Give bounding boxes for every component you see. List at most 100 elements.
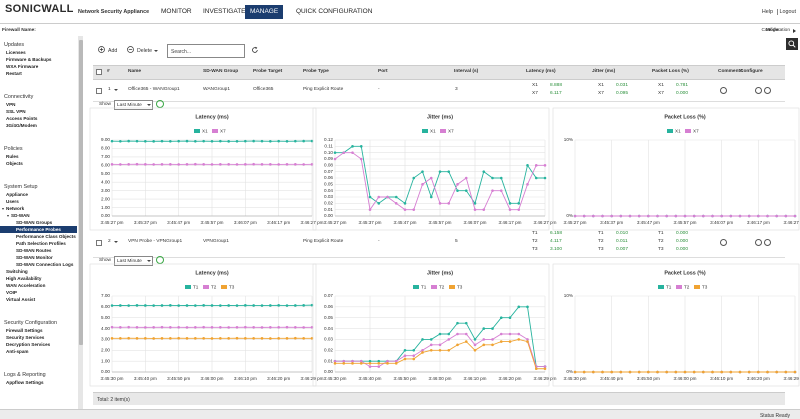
- range-select[interactable]: Last Minute: [114, 256, 153, 266]
- delete-icon[interactable]: [764, 239, 771, 246]
- delete-button[interactable]: Delete: [137, 48, 152, 54]
- row-checkbox[interactable]: [96, 87, 102, 94]
- logout-link[interactable]: Logout: [779, 9, 797, 15]
- nav-item[interactable]: INVESTIGATE: [203, 8, 246, 15]
- x-tick-label: 3:46:20 pm: [747, 376, 770, 381]
- data-point: [491, 327, 494, 330]
- nav-item[interactable]: QUICK CONFIGURATION: [296, 8, 373, 15]
- delete-icon[interactable]: [127, 46, 134, 55]
- sidebar-item[interactable]: VOIP: [6, 290, 17, 295]
- sidebar-item[interactable]: Security Services: [6, 335, 45, 340]
- mode-value[interactable]: Configuration: [761, 28, 790, 33]
- data-point: [244, 163, 247, 166]
- data-point: [144, 139, 147, 143]
- scrollbar-thumb[interactable]: [78, 40, 83, 345]
- sidebar-item[interactable]: WXA Firmware: [6, 64, 39, 69]
- sidebar-item[interactable]: Performance Probes: [0, 226, 77, 233]
- sidebar-item[interactable]: SD-WAN Groups: [16, 220, 53, 225]
- sidebar-item[interactable]: Firmware & Backups: [6, 57, 52, 62]
- legend-swatch: [667, 129, 673, 133]
- mode-label: Mode:: [765, 28, 780, 33]
- sidebar-item[interactable]: Performance Class Objects: [16, 234, 76, 239]
- data-point: [160, 304, 164, 307]
- row-expand[interactable]: [114, 241, 118, 243]
- search-button[interactable]: [786, 38, 798, 50]
- sidebar-item[interactable]: Rules: [6, 154, 19, 159]
- sidebar-item[interactable]: Appflow Settings: [6, 380, 44, 385]
- nav-item[interactable]: MANAGE: [245, 5, 284, 19]
- refresh-icon[interactable]: [251, 46, 259, 56]
- sidebar-item[interactable]: Appliance: [6, 192, 28, 197]
- comments-icon[interactable]: [720, 239, 727, 246]
- show-label: Show: [99, 258, 111, 263]
- sidebar-item[interactable]: WAN Acceleration: [6, 283, 46, 288]
- range-select[interactable]: Last Minute: [114, 100, 153, 110]
- edit-icon[interactable]: [755, 87, 762, 94]
- nav-item[interactable]: MONITOR: [161, 8, 192, 15]
- data-point: [403, 208, 407, 211]
- data-point: [729, 214, 733, 218]
- y-tick-label: 0.02: [324, 201, 333, 206]
- data-point: [656, 214, 659, 218]
- sidebar-item[interactable]: Virtual Assist: [6, 297, 36, 302]
- sidebar-item[interactable]: Licenses: [6, 50, 26, 55]
- data-point: [119, 325, 122, 329]
- sidebar-item[interactable]: 3G/4G/Modem: [6, 123, 37, 128]
- data-point: [302, 304, 305, 307]
- sidebar-item[interactable]: SD-WAN Routes: [16, 248, 52, 253]
- sidebar-item[interactable]: Restart: [6, 71, 22, 76]
- data-point: [333, 151, 337, 154]
- jitter-interface: X1: [598, 83, 604, 88]
- data-point: [144, 326, 147, 329]
- sidebar-item[interactable]: SD-WAN Connection Logs: [16, 262, 74, 267]
- add-icon[interactable]: [98, 46, 105, 55]
- edit-icon[interactable]: [755, 239, 762, 246]
- sidebar-item[interactable]: SSL VPN: [6, 109, 26, 114]
- column-header: Packet Loss (%): [652, 69, 689, 74]
- help-link[interactable]: Help: [762, 9, 778, 15]
- sidebar-heading: Logs & Reporting: [4, 372, 46, 378]
- data-point: [784, 370, 788, 374]
- sidebar-item[interactable]: Firewall Settings: [6, 328, 43, 333]
- add-button[interactable]: Add: [108, 48, 118, 54]
- range-refresh[interactable]: [156, 256, 164, 264]
- sidebar-item[interactable]: SD-WAN Monitor: [16, 255, 53, 260]
- data-point: [110, 139, 114, 143]
- sidebar-item[interactable]: SD-WAN: [0, 212, 77, 219]
- legend-label: T1: [666, 285, 672, 290]
- sidebar-item[interactable]: Access Points: [6, 116, 38, 121]
- sidebar-item[interactable]: Path Selection Profiles: [16, 241, 66, 246]
- data-point: [235, 325, 239, 329]
- data-point: [592, 370, 595, 374]
- sidebar-item[interactable]: Decryption Services: [6, 342, 51, 347]
- data-point: [729, 370, 733, 374]
- sidebar-item[interactable]: Network: [0, 205, 77, 212]
- sidebar-item[interactable]: VPN: [6, 102, 16, 107]
- sidebar-item[interactable]: Users: [6, 199, 19, 204]
- sidebar-item[interactable]: High Availability: [6, 276, 42, 281]
- sidebar-item[interactable]: Objects: [6, 161, 23, 166]
- data-point: [377, 365, 381, 368]
- chart-panel: [89, 107, 317, 231]
- sidebar-item[interactable]: Switching: [6, 269, 28, 274]
- series-line: [335, 333, 545, 368]
- data-point: [260, 304, 264, 307]
- comments-icon[interactable]: [720, 87, 727, 94]
- data-point: [784, 370, 788, 374]
- y-tick-label: 0%: [566, 213, 573, 218]
- data-point: [456, 189, 459, 192]
- total-count: Total: 2 item(s): [97, 396, 130, 403]
- sidebar-item[interactable]: Anti-spam: [6, 349, 29, 354]
- row-checkbox[interactable]: [96, 239, 102, 246]
- x-tick-label: 3:46:07 pm: [710, 220, 733, 225]
- data-point: [277, 163, 280, 166]
- data-point: [394, 359, 398, 363]
- x-tick-label: 3:46:07 pm: [464, 220, 487, 225]
- chart-title: Packet Loss (%): [664, 114, 706, 120]
- range-refresh[interactable]: [156, 100, 164, 108]
- search-box[interactable]: Search...: [167, 44, 245, 58]
- delete-icon[interactable]: [764, 87, 771, 94]
- row-expand[interactable]: [114, 89, 118, 91]
- data-point: [573, 214, 577, 218]
- chart-panel: [312, 107, 550, 231]
